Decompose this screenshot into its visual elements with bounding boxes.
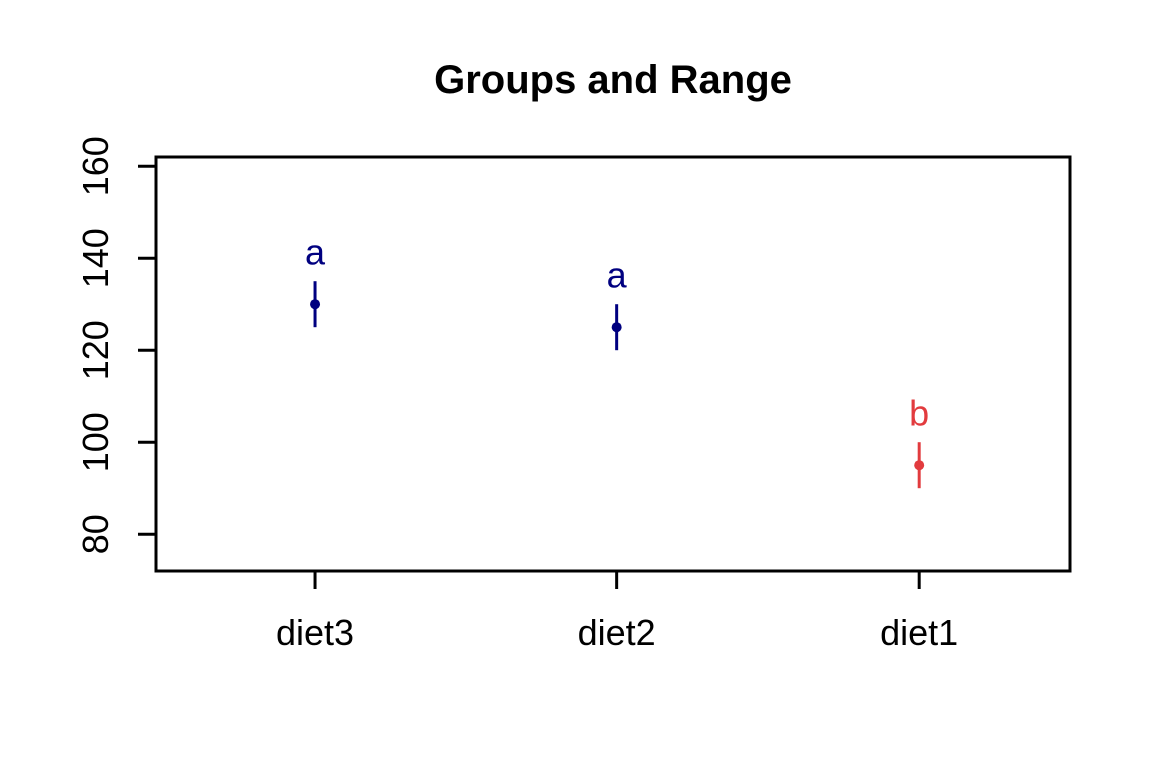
significance-letter-diet2: a [607, 255, 628, 296]
x-axis-tick-label-diet3: diet3 [276, 612, 354, 653]
x-axis-tick-label-diet2: diet2 [578, 612, 656, 653]
y-axis-tick-label-100: 100 [75, 412, 116, 472]
y-axis-tick-label-80: 80 [75, 514, 116, 554]
significance-letter-diet1: b [909, 393, 929, 434]
mean-point-diet2 [611, 322, 622, 333]
y-axis-tick-label-120: 120 [75, 320, 116, 380]
significance-letter-diet3: a [305, 232, 326, 273]
x-axis-tick-label-diet1: diet1 [880, 612, 958, 653]
chart-title: Groups and Range [434, 58, 792, 102]
mean-point-diet1 [914, 460, 925, 471]
y-axis-tick-label-140: 140 [75, 228, 116, 288]
mean-point-diet3 [310, 299, 321, 310]
plot-border [154, 155, 1072, 573]
y-axis-tick-label-160: 160 [75, 136, 116, 196]
